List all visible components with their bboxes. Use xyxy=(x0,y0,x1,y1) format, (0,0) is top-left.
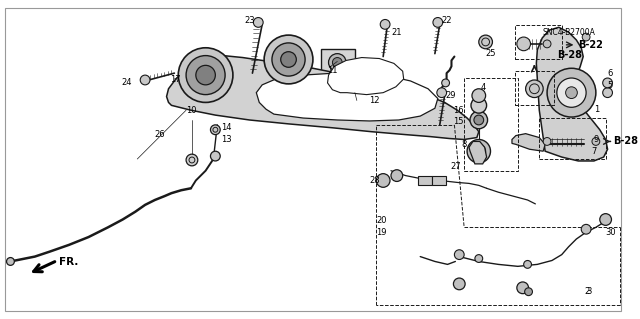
Circle shape xyxy=(525,288,532,296)
Circle shape xyxy=(525,80,543,98)
Text: 14: 14 xyxy=(221,123,232,132)
Text: 17: 17 xyxy=(170,75,181,84)
Bar xyxy=(540,118,605,159)
Bar xyxy=(515,71,554,105)
Text: 1: 1 xyxy=(594,105,599,114)
Text: 7: 7 xyxy=(591,147,596,156)
Text: 9: 9 xyxy=(594,135,599,144)
Text: 23: 23 xyxy=(244,16,255,25)
Circle shape xyxy=(433,18,443,27)
Text: 27: 27 xyxy=(451,162,461,171)
Text: 28: 28 xyxy=(369,176,380,185)
Text: 13: 13 xyxy=(221,135,232,144)
Circle shape xyxy=(566,87,577,99)
Circle shape xyxy=(547,68,596,117)
Text: 12: 12 xyxy=(369,96,380,105)
Circle shape xyxy=(140,75,150,85)
Bar xyxy=(464,78,518,171)
Text: 8: 8 xyxy=(461,140,467,149)
Polygon shape xyxy=(257,73,438,121)
Circle shape xyxy=(272,43,305,76)
Circle shape xyxy=(376,174,390,187)
Bar xyxy=(432,175,445,185)
Circle shape xyxy=(253,18,263,27)
Circle shape xyxy=(186,154,198,166)
Polygon shape xyxy=(344,83,369,117)
Circle shape xyxy=(281,52,296,67)
Circle shape xyxy=(391,170,403,182)
Circle shape xyxy=(6,257,14,265)
Text: B-28: B-28 xyxy=(557,50,582,60)
Circle shape xyxy=(328,54,346,71)
Text: 10: 10 xyxy=(186,106,196,115)
Circle shape xyxy=(471,98,486,113)
Text: 5: 5 xyxy=(607,81,613,90)
Circle shape xyxy=(517,37,531,51)
Text: 21: 21 xyxy=(391,28,401,37)
Circle shape xyxy=(600,214,611,225)
Circle shape xyxy=(582,33,590,41)
Text: 20: 20 xyxy=(376,216,387,225)
Circle shape xyxy=(524,261,531,268)
Polygon shape xyxy=(536,27,607,161)
Text: 4: 4 xyxy=(481,83,486,92)
Bar xyxy=(419,175,432,185)
Circle shape xyxy=(332,57,342,67)
Text: 15: 15 xyxy=(453,117,464,126)
Circle shape xyxy=(479,35,492,49)
Text: 30: 30 xyxy=(605,228,616,237)
Circle shape xyxy=(437,88,447,98)
Text: SNC4-B2700A: SNC4-B2700A xyxy=(542,28,595,37)
Circle shape xyxy=(592,137,600,145)
Circle shape xyxy=(179,48,233,102)
Circle shape xyxy=(196,65,215,85)
Bar xyxy=(321,49,355,76)
Circle shape xyxy=(474,115,484,125)
Circle shape xyxy=(453,278,465,290)
Text: 6: 6 xyxy=(607,69,613,78)
Circle shape xyxy=(264,35,313,84)
Circle shape xyxy=(472,145,486,158)
Circle shape xyxy=(454,250,464,260)
Circle shape xyxy=(543,40,551,48)
Circle shape xyxy=(467,139,490,163)
Text: 25: 25 xyxy=(486,49,496,58)
Polygon shape xyxy=(512,134,545,151)
Polygon shape xyxy=(469,141,486,164)
Text: B-22: B-22 xyxy=(579,40,603,50)
Circle shape xyxy=(470,111,488,129)
Polygon shape xyxy=(328,57,404,95)
Circle shape xyxy=(211,151,220,161)
Text: 22: 22 xyxy=(442,16,452,25)
Text: 11: 11 xyxy=(328,66,338,75)
Circle shape xyxy=(543,137,551,145)
Text: 16: 16 xyxy=(453,106,464,115)
Circle shape xyxy=(475,255,483,263)
Text: FR.: FR. xyxy=(60,257,79,267)
Circle shape xyxy=(517,282,529,294)
Circle shape xyxy=(603,78,612,88)
Bar xyxy=(515,25,562,59)
Circle shape xyxy=(442,79,449,87)
Circle shape xyxy=(472,89,486,102)
Circle shape xyxy=(380,19,390,29)
Circle shape xyxy=(211,125,220,135)
Text: B-28: B-28 xyxy=(613,137,639,146)
Circle shape xyxy=(186,56,225,95)
Circle shape xyxy=(557,78,586,107)
Circle shape xyxy=(581,224,591,234)
Polygon shape xyxy=(166,56,479,139)
Text: 3: 3 xyxy=(586,287,591,296)
Text: 24: 24 xyxy=(122,78,132,87)
Circle shape xyxy=(603,88,612,98)
Text: 26: 26 xyxy=(155,130,166,139)
Text: 29: 29 xyxy=(445,91,456,100)
Text: 19: 19 xyxy=(376,228,387,237)
Text: 2: 2 xyxy=(584,287,589,296)
